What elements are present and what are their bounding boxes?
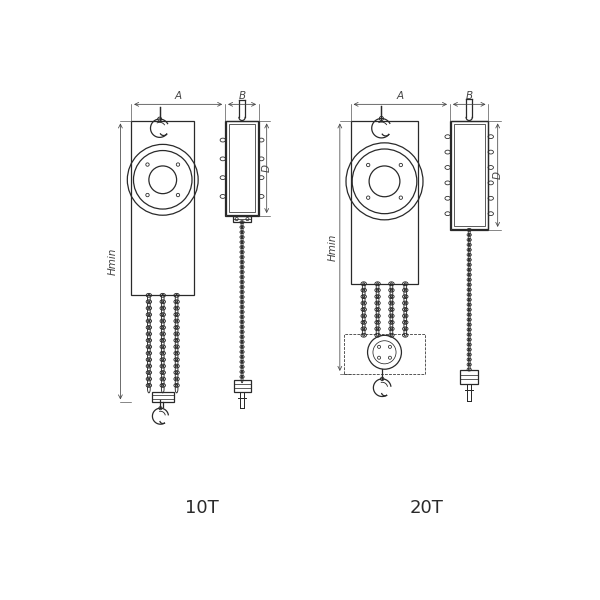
Bar (460, 370, 478, 384)
Text: A: A (397, 91, 404, 101)
Text: A: A (175, 91, 182, 101)
Bar (229, 124, 255, 212)
Bar (225, 121, 259, 216)
Circle shape (377, 345, 380, 349)
Circle shape (377, 356, 380, 359)
Bar (131, 121, 194, 295)
Bar (450, 121, 488, 230)
Bar (454, 124, 485, 226)
Text: D: D (262, 164, 271, 172)
Circle shape (388, 345, 391, 349)
Circle shape (388, 356, 391, 359)
Text: B: B (238, 91, 245, 101)
Bar (350, 121, 418, 284)
Bar (233, 380, 251, 392)
Text: B: B (466, 91, 473, 101)
Text: D: D (493, 171, 502, 179)
Text: Hmin: Hmin (328, 233, 338, 261)
Text: 20T: 20T (410, 499, 444, 517)
Text: 10T: 10T (185, 499, 219, 517)
Bar (226, 121, 258, 215)
Text: Hmin: Hmin (108, 248, 118, 275)
Bar (451, 121, 488, 229)
Bar (152, 392, 173, 403)
Bar (233, 216, 251, 222)
